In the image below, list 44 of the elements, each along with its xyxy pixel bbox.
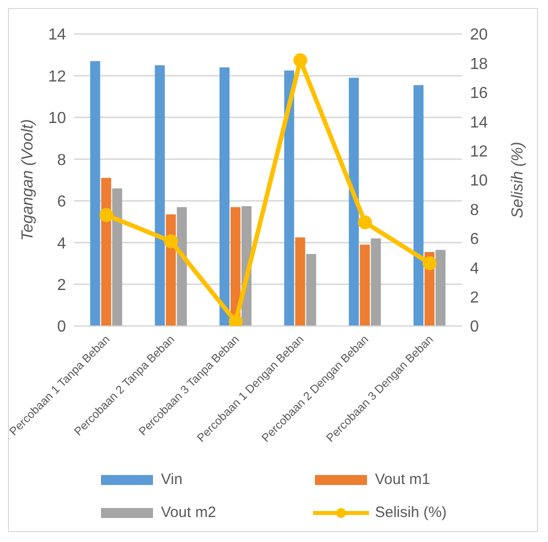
bar — [414, 85, 424, 326]
y-tick-label: 2 — [57, 276, 66, 294]
y2-tick-label: 10 — [470, 172, 488, 190]
bar — [220, 67, 230, 326]
bar — [436, 250, 446, 326]
bar — [154, 65, 165, 326]
legend-label: Vout m2 — [161, 504, 216, 521]
y-tick-label: 14 — [48, 26, 66, 44]
bar — [90, 61, 100, 326]
y2-tick-label: 2 — [470, 289, 479, 306]
y2-tick-label: 8 — [470, 202, 479, 219]
y-tick-label: 10 — [48, 110, 66, 128]
y-tick-label: 12 — [48, 68, 66, 86]
bar — [360, 244, 370, 326]
bar — [112, 188, 122, 326]
legend-label: Vin — [161, 471, 182, 488]
y2-tick-label: 6 — [470, 231, 479, 248]
y2-tick-label: 4 — [470, 260, 479, 278]
y-tick-label: 0 — [57, 318, 66, 336]
y-tick-label: 6 — [57, 194, 66, 211]
y-tick-label: 8 — [57, 152, 66, 169]
bar — [370, 238, 381, 326]
legend-label: Vout m1 — [375, 471, 430, 488]
y2-tick-label: 14 — [470, 114, 488, 132]
y-axis-title: Tegangan (Voolt) — [20, 119, 37, 241]
y2-tick-label: 0 — [470, 318, 479, 336]
point — [422, 256, 437, 270]
bar — [101, 178, 112, 326]
y2-tick-label: 12 — [470, 143, 488, 160]
point — [358, 215, 372, 230]
point — [99, 208, 114, 222]
y2-tick-label: 20 — [470, 26, 488, 44]
bar — [348, 78, 359, 326]
point — [164, 234, 178, 248]
y-tick-label: 4 — [57, 235, 66, 252]
y2-axis-title: Selisih (%) — [510, 142, 527, 218]
bar — [284, 70, 294, 326]
y2-tick-label: 16 — [470, 85, 488, 102]
y2-tick-label: 18 — [470, 56, 488, 73]
bar — [306, 254, 316, 326]
bar — [295, 237, 306, 326]
legend-label: Selisih (%) — [375, 504, 447, 521]
bar — [176, 207, 187, 326]
point — [293, 53, 308, 68]
